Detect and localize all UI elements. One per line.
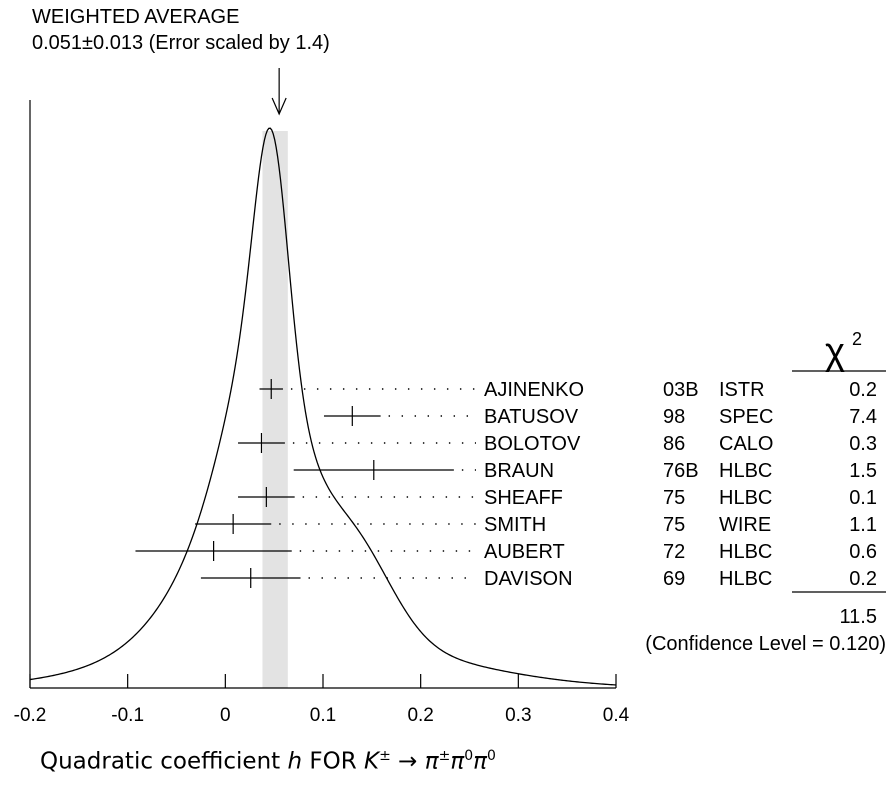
measurement-name: BATUSOV <box>484 406 579 428</box>
measurement-name: SMITH <box>484 514 546 536</box>
measurement-technique: HLBC <box>719 541 772 563</box>
measurement-chi2: 1.1 <box>849 514 877 536</box>
x-tick-label: 0 <box>220 705 231 726</box>
measurement-chi2: 0.3 <box>849 433 877 455</box>
measurement-year: 75 <box>663 487 685 509</box>
measurement-name: BOLOTOV <box>484 433 581 455</box>
confidence-level: (Confidence Level = 0.120) <box>645 633 886 655</box>
measurement-chi2: 0.2 <box>849 568 877 590</box>
measurement-technique: ISTR <box>719 379 765 401</box>
measurement-technique: HLBC <box>719 568 772 590</box>
x-axis-title-pi2: π <box>450 748 465 775</box>
x-axis-title-arrow: → <box>390 748 425 775</box>
chi2-total: 11.5 <box>840 606 877 628</box>
measurement-technique: CALO <box>719 433 773 455</box>
measurement-technique: HLBC <box>719 487 772 509</box>
x-tick-label: 0.1 <box>310 705 336 726</box>
average-band <box>262 131 288 688</box>
measurement-chi2: 0.2 <box>849 379 877 401</box>
x-axis-title-pi2-sup: 0 <box>464 748 474 764</box>
measurement-year: 72 <box>663 541 685 563</box>
x-tick-label: 0.3 <box>505 705 531 726</box>
x-axis-title-k-sup: ± <box>379 748 391 764</box>
x-axis-title-var-k: K <box>364 748 380 775</box>
x-axis-title-for: FOR <box>302 748 365 775</box>
measurement-name: BRAUN <box>484 460 554 482</box>
x-axis-title-pi3: π <box>473 748 487 775</box>
measurement-year: 03B <box>663 379 699 401</box>
measurement-year: 75 <box>663 514 685 536</box>
chi2-header-sup: 2 <box>852 329 862 349</box>
x-tick-label: -0.2 <box>14 705 47 726</box>
x-axis-title-pi1-sup: ± <box>438 748 451 764</box>
measurement-technique: HLBC <box>719 460 772 482</box>
measurement-name: AUBERT <box>484 541 565 563</box>
measurement-year: 86 <box>663 433 685 455</box>
measurement-year: 69 <box>663 568 685 590</box>
measurement-technique: SPEC <box>719 406 773 428</box>
ideogram-curve <box>29 127 617 686</box>
measurement-chi2: 0.1 <box>849 487 877 509</box>
measurement-technique: WIRE <box>719 514 771 536</box>
x-axis-title-prefix: Quadratic coefficient <box>40 748 288 775</box>
measurement-chi2: 0.6 <box>849 541 877 563</box>
measurement-name: SHEAFF <box>484 487 563 509</box>
measurement-chi2: 1.5 <box>849 460 877 482</box>
x-tick-label: -0.1 <box>111 705 144 726</box>
chi2-header: χ <box>825 331 845 373</box>
average-value: 0.051±0.013 (Error scaled by 1.4) <box>32 32 330 54</box>
average-title: WEIGHTED AVERAGE <box>32 6 240 28</box>
measurement-name: DAVISON <box>484 568 573 590</box>
measurement-year: 98 <box>663 406 685 428</box>
x-tick-label: 0.2 <box>407 705 433 726</box>
x-axis-title-var-h: h <box>287 748 303 775</box>
x-tick-label: 0.4 <box>603 705 630 726</box>
x-axis-title-pi3-sup: 0 <box>486 748 496 764</box>
measurement-chi2: 7.4 <box>849 406 877 428</box>
measurement-year: 76B <box>663 460 699 482</box>
x-axis-title: Quadratic coefficient h FOR K± → π±π0π0 <box>40 748 496 775</box>
average-arrow-head <box>271 97 287 116</box>
x-axis-title-pi1: π <box>424 748 439 775</box>
measurement-name: AJINENKO <box>484 379 584 401</box>
